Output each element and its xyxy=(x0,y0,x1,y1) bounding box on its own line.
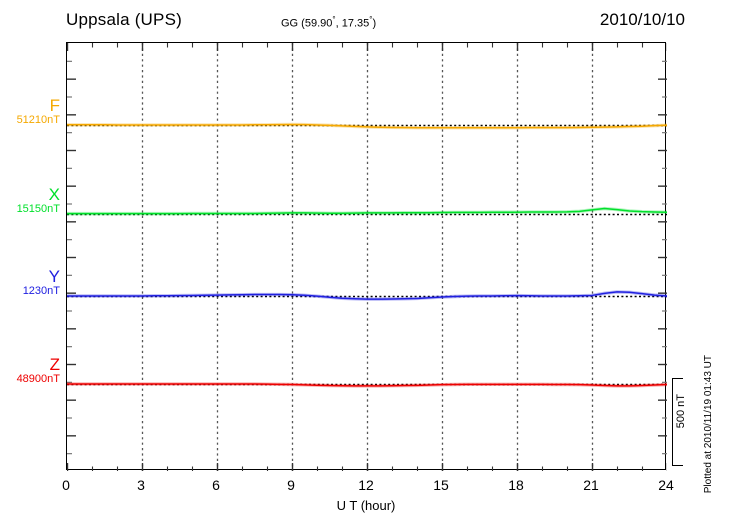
x-tick-label-15: 15 xyxy=(433,477,449,493)
plot-area xyxy=(66,42,667,471)
scale-bar-cap-bottom xyxy=(672,464,683,466)
trace-letter-z: Z xyxy=(49,355,60,374)
trace-y xyxy=(67,291,667,300)
x-tick-label-12: 12 xyxy=(358,477,374,493)
scale-bar-cap-top xyxy=(672,378,683,380)
trace-value-x: 15150nT xyxy=(16,203,60,215)
degree-symbol-lat: ° xyxy=(332,15,336,24)
trace-label-f: F 51210nT xyxy=(0,97,60,127)
trace-value-y: 1230nT xyxy=(22,285,60,297)
station-title: Uppsala (UPS) xyxy=(66,10,182,29)
x-tick-label-24: 24 xyxy=(658,477,674,493)
trace-label-x: X 15150nT xyxy=(0,186,60,216)
degree-symbol-lon: ° xyxy=(369,15,373,24)
trace-x xyxy=(67,207,667,215)
plot-canvas xyxy=(67,43,667,471)
trace-letter-y: Y xyxy=(48,267,60,286)
trace-label-z: Z 48900nT xyxy=(0,356,60,386)
observation-date: 2010/10/10 xyxy=(599,10,685,29)
trace-f xyxy=(67,123,667,129)
trace-value-f: 51210nT xyxy=(16,114,60,126)
x-tick-label-6: 6 xyxy=(212,477,220,493)
axis-ticks-group xyxy=(67,43,667,471)
geo-prefix: GG ( xyxy=(281,17,305,30)
geo-suffix: ) xyxy=(372,17,377,30)
gridlines-group xyxy=(141,43,594,471)
x-tick-label-9: 9 xyxy=(287,477,295,493)
geographic-coordinates: GG (59.90°, 17.35°) xyxy=(281,15,376,30)
x-tick-label-21: 21 xyxy=(583,477,599,493)
trace-z xyxy=(67,383,667,387)
scale-bar-label: 500 nT xyxy=(675,394,687,429)
scale-bar: 500 nT xyxy=(672,378,694,466)
geo-longitude: 17.35 xyxy=(341,17,370,30)
traces-group xyxy=(67,122,667,388)
trace-letter-x: X xyxy=(48,185,60,204)
plotted-at-stamp: Plotted at 2010/11/19 01:43 UT xyxy=(703,355,714,494)
trace-letter-f: F xyxy=(49,96,60,115)
baselines-group xyxy=(67,124,667,386)
x-tick-label-0: 0 xyxy=(62,477,70,493)
x-axis-title: U T (hour) xyxy=(336,498,396,513)
trace-label-y: Y 1230nT xyxy=(0,268,60,298)
x-tick-label-3: 3 xyxy=(137,477,145,493)
x-tick-label-18: 18 xyxy=(508,477,524,493)
trace-value-z: 48900nT xyxy=(16,373,60,385)
geo-latitude: 59.90 xyxy=(304,17,333,30)
scale-bar-line xyxy=(672,378,674,466)
geo-separator: , xyxy=(335,17,339,30)
